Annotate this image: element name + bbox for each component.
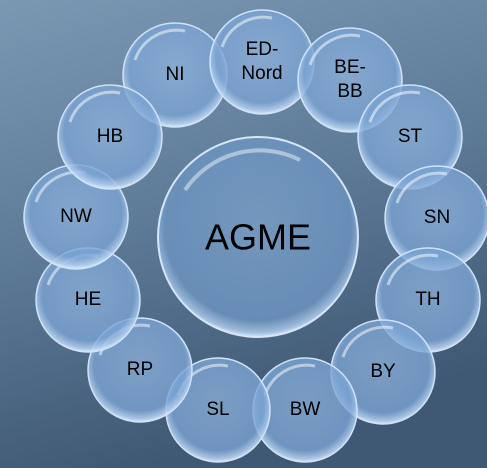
node-label: ED- xyxy=(246,39,279,60)
node-label: BE- xyxy=(334,57,366,78)
node-label: TH xyxy=(415,289,440,310)
node-label: ST xyxy=(398,126,423,147)
node-label: BY xyxy=(370,361,396,382)
node-label: NI xyxy=(166,64,185,85)
node-label: BW xyxy=(290,399,321,420)
center-bubble: AGME xyxy=(158,137,358,337)
center-label: AGME xyxy=(205,217,311,258)
diagram: NI ED- Nord BE- BB ST SN TH BY BW SL RP HE NW HB AGME xyxy=(0,0,487,468)
node-label: HB xyxy=(97,126,123,147)
node-bubble: ED- Nord xyxy=(210,10,314,114)
node-label: SN xyxy=(424,207,450,228)
node-label: Nord xyxy=(241,63,282,84)
page: NIED-NordBE-BBSTSNTHBYBWSLRPHENWHB AGME … xyxy=(0,0,487,468)
node-label: NW xyxy=(60,206,92,227)
node-bubble: HB xyxy=(58,85,162,189)
node-label: BB xyxy=(337,81,362,102)
node-label: RP xyxy=(127,359,153,380)
bubble xyxy=(210,10,314,114)
node-label: HE xyxy=(75,289,101,310)
node-label: SL xyxy=(206,399,229,420)
